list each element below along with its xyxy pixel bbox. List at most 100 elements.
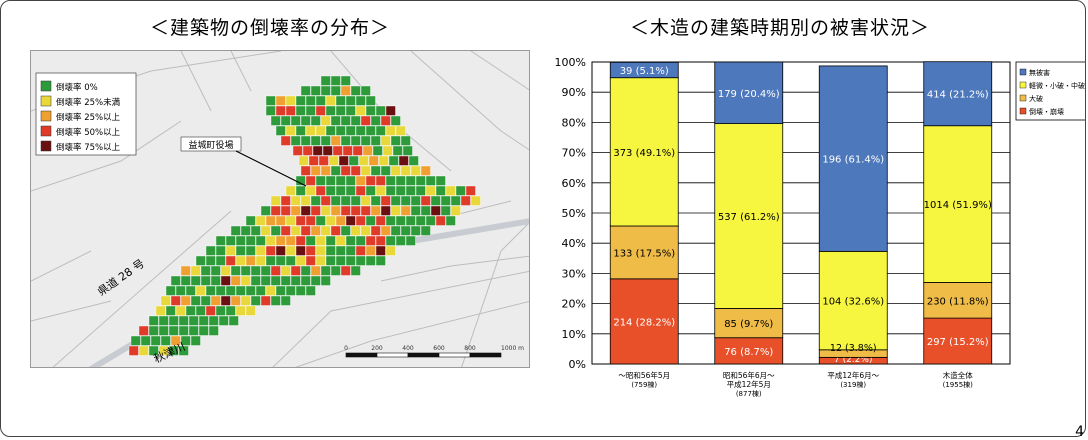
legend-swatch <box>1019 107 1027 115</box>
grid-cell <box>265 285 276 296</box>
grid-cell <box>178 325 189 336</box>
legend-swatch <box>40 110 52 122</box>
legend-label: 倒壊・崩壊 <box>1029 107 1064 116</box>
grid-cell <box>290 115 301 126</box>
grid-cell <box>360 205 371 216</box>
grid-cell <box>355 125 366 136</box>
grid-cell <box>415 215 426 226</box>
grid-cell <box>300 205 311 216</box>
grid-cell <box>235 255 246 266</box>
grid-cell <box>390 205 401 216</box>
grid-cell <box>425 185 436 196</box>
grid-cell <box>158 345 169 356</box>
grid-cell <box>260 265 271 276</box>
grid-cell <box>400 165 411 176</box>
grid-cell <box>168 345 179 356</box>
grid-cell <box>325 125 336 136</box>
grid-cell <box>325 185 336 196</box>
grid-cell <box>298 155 309 166</box>
scale-tick-label: 1000 m <box>501 345 524 352</box>
grid-cell <box>330 165 341 176</box>
grid-cell <box>325 175 336 186</box>
bar-segment <box>714 337 784 365</box>
grid-cell <box>405 215 416 226</box>
grid-cell <box>445 185 456 196</box>
grid-cell <box>365 125 376 136</box>
grid-cell <box>255 285 266 296</box>
grid-cell <box>170 275 181 286</box>
grid-cell <box>265 95 276 106</box>
grid-cell <box>335 245 346 256</box>
grid-cell <box>385 185 396 196</box>
grid-cell <box>148 345 159 356</box>
grid-cell <box>290 225 301 236</box>
grid-cell <box>355 185 366 196</box>
grid-cell <box>360 225 371 236</box>
grid-cell <box>348 155 359 166</box>
grid-cell <box>245 235 256 246</box>
grid-cell <box>365 175 376 186</box>
grid-cell <box>168 325 179 336</box>
data-label: 104 (32.6%) <box>822 297 884 308</box>
grid-cell <box>305 105 316 116</box>
street-line <box>31 250 92 282</box>
grid-cell <box>265 255 276 266</box>
legend-swatch <box>40 95 52 107</box>
grid-cell <box>315 235 326 246</box>
grid-cell <box>205 285 216 296</box>
grid-cell <box>295 105 306 116</box>
grid-cell <box>325 255 336 266</box>
grid-cell <box>330 225 341 236</box>
grid-cell <box>260 275 271 286</box>
street-line <box>180 51 212 112</box>
grid-cell <box>370 225 381 236</box>
grid-cell <box>215 255 226 266</box>
grid-cell <box>190 335 201 346</box>
grid-cell <box>460 195 471 206</box>
grid-cell <box>158 325 169 336</box>
grid-cell <box>450 205 461 216</box>
grid-cell <box>245 215 256 226</box>
x-tick-sublabel: (759棟) <box>631 380 657 389</box>
grid-cell <box>180 335 191 346</box>
scale-segment <box>407 352 440 358</box>
grid-cell <box>435 215 446 226</box>
x-tick-sublabel: (877棟) <box>736 389 762 398</box>
grid-cell <box>320 275 331 286</box>
grid-cell <box>355 235 366 246</box>
grid-cell <box>295 95 306 106</box>
grid-cell <box>292 145 303 156</box>
grid-cell <box>345 245 356 256</box>
grid-cell <box>350 205 361 216</box>
grid-cell <box>270 205 281 216</box>
grid-cell <box>190 295 201 306</box>
grid-cell <box>225 255 236 266</box>
grid-cell <box>345 125 356 136</box>
grid-cell <box>375 215 386 226</box>
legend-swatch <box>40 125 52 137</box>
grid-cell <box>385 245 396 256</box>
grid-cell <box>345 175 356 186</box>
grid-cell <box>280 225 291 236</box>
grid-cell <box>345 95 356 106</box>
grid-cell <box>390 165 401 176</box>
grid-cell <box>310 265 321 276</box>
grid-cell <box>285 245 296 256</box>
grid-cell <box>215 305 226 316</box>
grid-cell <box>230 225 241 236</box>
grid-cell <box>285 95 296 106</box>
bar-segment <box>818 250 888 351</box>
grid-cell <box>150 335 161 346</box>
y-tick-label: 60% <box>562 177 586 190</box>
scale-tick-label: 800 <box>464 345 476 352</box>
grid-cell <box>375 245 386 256</box>
street-line <box>410 51 529 151</box>
grid-cell <box>198 325 209 336</box>
data-label: 297 (15.2%) <box>927 337 989 348</box>
grid-cell <box>275 255 286 266</box>
grid-cell <box>275 235 286 246</box>
grid-cell <box>195 255 206 266</box>
legend-label: 軽微・小破・中破 <box>1029 81 1085 90</box>
grid-cell <box>168 315 179 326</box>
grid-cell <box>255 235 266 246</box>
